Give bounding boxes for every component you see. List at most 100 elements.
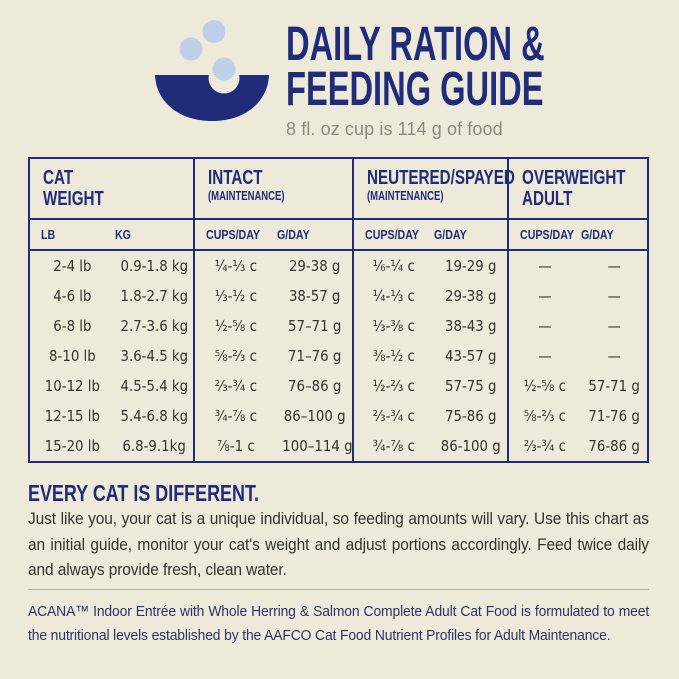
value: 75-86 g: [444, 407, 496, 425]
value: ⅝-⅔ c: [214, 347, 257, 365]
column-title-text: WEIGHT: [43, 188, 104, 210]
value: ⅞-1 c: [216, 437, 255, 455]
column-header-overweight-adult: OVERWEIGHT ADULT: [509, 159, 647, 220]
value: ⅝-⅔ c: [523, 407, 566, 425]
value: —: [607, 317, 621, 335]
feeding-advice-paragraph: Just like you, your cat is a unique indi…: [28, 510, 649, 579]
value: ¼-⅓ c: [372, 287, 415, 305]
table-row-cell: ⅔-¾ c 75-86 g: [354, 401, 507, 431]
column-subtitle: (MAINTENANCE): [367, 189, 507, 203]
column-title-line: CAT: [43, 168, 193, 189]
value: ⅔-¾ c: [523, 437, 566, 455]
table-row-cell: ⅞-1 c 100–114 g: [195, 431, 352, 461]
value: ½-⅝ c: [523, 377, 566, 395]
value: —: [607, 257, 621, 275]
value: 38-43 g: [444, 317, 496, 335]
value: —: [538, 347, 552, 365]
column-title-line: WEIGHT: [43, 189, 193, 210]
value: ½-⅔ c: [372, 377, 415, 395]
value: —: [538, 317, 552, 335]
value: 71–76 g: [287, 347, 341, 365]
column-title-text: OVERWEIGHT: [522, 167, 626, 189]
value: —: [607, 347, 621, 365]
value: —: [607, 287, 621, 305]
table-row-cell: ¾-⅞ c 86-100 g: [354, 431, 507, 461]
value: 2-4 lb: [53, 257, 92, 275]
unit-header-row: LB KG: [30, 220, 193, 251]
value: 6-8 lb: [53, 317, 92, 335]
value: 19-29 g: [444, 257, 496, 275]
value: —: [538, 257, 552, 275]
value: 10-12 lb: [44, 377, 100, 395]
value: 2.7-3.6 kg: [120, 317, 188, 335]
table-row-cell: 12-15 lb 5.4-6.8 kg: [30, 401, 193, 431]
column-title-line: OVERWEIGHT: [522, 168, 647, 189]
value: ⅓-⅜ c: [372, 317, 415, 335]
value: 76-86 g: [588, 437, 640, 455]
value: 4-6 lb: [53, 287, 92, 305]
column-header-intact: INTACT (MAINTENANCE): [195, 159, 352, 220]
kibble-dot: [179, 37, 203, 61]
table-row-cell: ⅜-½ c 43-57 g: [354, 341, 507, 371]
table-column-overweight-adult: OVERWEIGHT ADULT CUPS/DAY G/DAY — — — — — — — — ½-⅝ …: [507, 159, 647, 461]
value: 8-10 lb: [49, 347, 96, 365]
value: 15-20 lb: [44, 437, 100, 455]
column-title-text: ADULT: [522, 188, 573, 210]
column-title-line: INTACT: [208, 168, 352, 189]
value: 12-15 lb: [44, 407, 100, 425]
table-row-cell: — —: [509, 251, 647, 281]
kibble-dot: [202, 20, 226, 43]
table-row-cell: ¼-⅓ c 29-38 g: [195, 251, 352, 281]
unit-header: G/DAY: [580, 228, 614, 242]
divider-line: [28, 589, 649, 590]
unit-header: CUPS/DAY: [365, 228, 419, 242]
bowl-with-kibble-icon: [155, 20, 269, 121]
table-row-cell: 6-8 lb 2.7-3.6 kg: [30, 311, 193, 341]
table-row-cell: ⅝-⅔ c 71-76 g: [509, 401, 647, 431]
value: 0.9-1.8 kg: [120, 257, 188, 275]
unit-header: LB: [41, 228, 56, 242]
table-column-cat-weight: CAT WEIGHT LB KG 2-4 lb 0.9-1.8 kg 4-6 lb 1.8-2…: [30, 159, 193, 461]
value: 86–100 g: [283, 407, 346, 425]
kibble-dot: [212, 57, 236, 81]
unit-header: KG: [114, 228, 131, 242]
table-row-cell: ½-⅝ c 57-71 g: [509, 371, 647, 401]
table-column-neutered-spayed: NEUTERED/SPAYED (MAINTENANCE) CUPS/DAY G/DA…: [352, 159, 515, 461]
title-line-2: FEEDING GUIDE: [286, 63, 544, 116]
title-line-1: DAILY RATION &: [286, 18, 545, 71]
value: 29-38 g: [444, 287, 496, 305]
value: 57–71 g: [287, 317, 341, 335]
table-row-cell: ½-⅝ c 57–71 g: [195, 311, 352, 341]
value: 57-71 g: [588, 377, 640, 395]
column-title-line: ADULT: [522, 189, 647, 210]
value: ¾-⅞ c: [214, 407, 257, 425]
value: 29-38 g: [288, 257, 341, 275]
value: ⅓-½ c: [214, 287, 257, 305]
unit-header: CUPS/DAY: [520, 228, 574, 242]
aafco-statement: ACANA™ Indoor Entrée with Whole Herring …: [28, 603, 650, 644]
column-title-line: NEUTERED/SPAYED: [367, 168, 515, 189]
value: 43-57 g: [444, 347, 496, 365]
value: 76–86 g: [287, 377, 341, 395]
value: 57-75 g: [444, 377, 496, 395]
value: 5.4-6.8 kg: [120, 407, 188, 425]
table-row-cell: ⅝-⅔ c 71–76 g: [195, 341, 352, 371]
value: 4.5-5.4 kg: [120, 377, 188, 395]
table-row-cell: ⅓-½ c 38-57 g: [195, 281, 352, 311]
unit-header-row: CUPS/DAY G/DAY: [195, 220, 352, 251]
unit-header: G/DAY: [276, 228, 310, 242]
value: ⅜-½ c: [372, 347, 415, 365]
table-row-cell: ⅔-¾ c 76-86 g: [509, 431, 647, 461]
value: ¾-⅞ c: [372, 437, 415, 455]
value: 100–114 g: [281, 437, 353, 455]
bowl-shape: [155, 75, 269, 121]
unit-header-row: CUPS/DAY G/DAY: [509, 220, 647, 251]
value: ⅔-¾ c: [372, 407, 415, 425]
column-subtitle: (MAINTENANCE): [208, 189, 352, 203]
value: —: [538, 287, 552, 305]
unit-header-row: CUPS/DAY G/DAY: [354, 220, 507, 251]
page-title: DAILY RATION & FEEDING GUIDE 8 fl. oz cu…: [286, 18, 666, 140]
table-row-cell: ⅙-¼ c 19-29 g: [354, 251, 507, 281]
table-row-cell: — —: [509, 341, 647, 371]
